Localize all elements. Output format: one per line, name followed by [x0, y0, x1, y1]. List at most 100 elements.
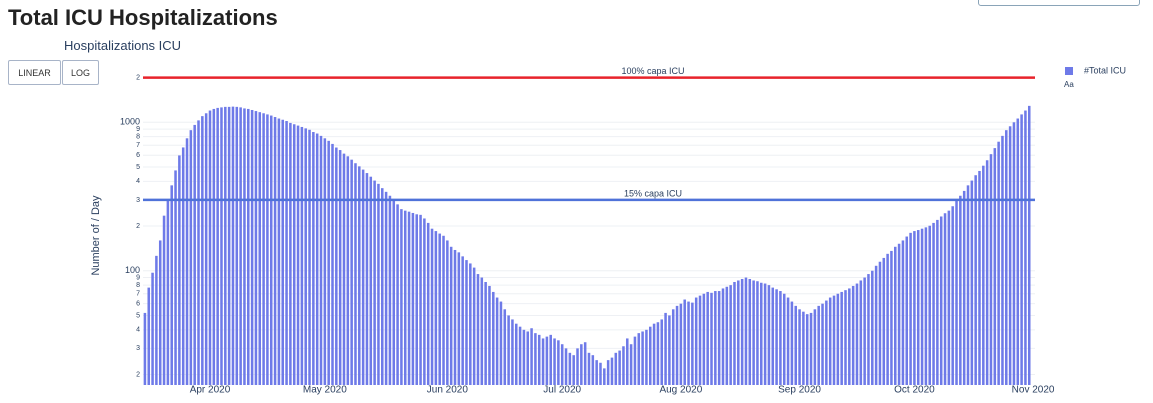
bar [779, 291, 782, 385]
bar [828, 297, 832, 385]
bar [560, 344, 564, 385]
bar [212, 108, 216, 385]
reference-label: 100% capa ICU [621, 66, 684, 76]
y-tick-label: 5 [136, 312, 140, 319]
bar [442, 235, 445, 385]
x-tick-label: Apr 2020 [190, 385, 231, 396]
bar [522, 329, 526, 385]
bar [997, 141, 1000, 385]
bar [423, 218, 426, 385]
bar [323, 138, 327, 385]
bar [1024, 110, 1027, 385]
y-tick-label: 8 [136, 282, 140, 289]
bar [936, 219, 939, 385]
y-tick-label: 6 [136, 152, 140, 159]
bar [894, 246, 897, 385]
bar [920, 228, 924, 385]
bar [461, 256, 464, 385]
y-tick-label: 7 [136, 142, 140, 149]
bar [250, 109, 254, 386]
bar [645, 329, 648, 385]
bar [564, 348, 568, 385]
bar [499, 301, 503, 385]
linear-button[interactable]: LINEAR [8, 60, 61, 85]
bar [771, 287, 775, 385]
bar [224, 106, 227, 385]
legend-label: #Total ICU [1084, 65, 1126, 75]
bar [289, 122, 292, 385]
bar [886, 253, 889, 385]
bar [874, 265, 878, 385]
bar [802, 311, 805, 385]
bar [1027, 105, 1031, 386]
bar [480, 277, 484, 385]
x-tick-label: Nov 2020 [1012, 385, 1055, 396]
bar [534, 333, 537, 385]
bar [484, 281, 487, 385]
bar [959, 195, 962, 385]
bar [201, 116, 204, 386]
bar [805, 314, 809, 385]
bar [614, 352, 618, 385]
bar [825, 300, 828, 385]
bar [281, 119, 284, 386]
bar [698, 295, 702, 385]
bar [384, 191, 388, 385]
bar [392, 200, 396, 385]
bar [618, 350, 621, 385]
bar [365, 173, 369, 385]
bar [844, 290, 847, 385]
bar [955, 200, 958, 385]
bar [637, 333, 641, 385]
bar [346, 156, 350, 385]
y-tick-label: 3 [136, 197, 140, 204]
bar [978, 170, 981, 385]
bar [905, 236, 909, 385]
bar [174, 170, 177, 385]
bar [580, 344, 583, 385]
bar [840, 291, 843, 385]
bar [216, 107, 219, 385]
bar [962, 190, 966, 385]
bar [648, 326, 652, 385]
bar [603, 368, 606, 385]
bar [733, 281, 736, 385]
bar [897, 243, 901, 385]
bar [851, 285, 855, 385]
bar [763, 283, 767, 385]
bar [821, 303, 824, 385]
log-button[interactable]: LOG [62, 60, 99, 85]
bar [568, 352, 572, 385]
bar [947, 210, 951, 385]
x-tick-label: Jun 2020 [427, 385, 469, 396]
y-tick-label: 100 [125, 265, 140, 275]
bar [369, 176, 373, 385]
bar [1005, 130, 1008, 385]
bar [859, 280, 863, 385]
bar [296, 125, 300, 386]
bar [660, 319, 664, 385]
bar [319, 135, 323, 385]
bar [641, 331, 644, 385]
bar [813, 309, 817, 385]
bar [890, 250, 893, 385]
bar [403, 210, 407, 385]
bar [227, 106, 231, 385]
bar [599, 362, 602, 385]
bar [848, 288, 851, 385]
bar [285, 121, 288, 386]
bar [247, 108, 250, 385]
x-tick-label: May 2020 [303, 385, 347, 396]
bar [518, 326, 522, 385]
bar [1012, 122, 1016, 385]
search-box[interactable] [978, 0, 1140, 6]
bar [572, 355, 575, 385]
bar [557, 340, 560, 385]
bar [254, 111, 258, 385]
bar [155, 255, 158, 385]
bar [277, 118, 281, 386]
bar [181, 147, 185, 385]
bar [338, 150, 342, 385]
bar [243, 108, 246, 386]
